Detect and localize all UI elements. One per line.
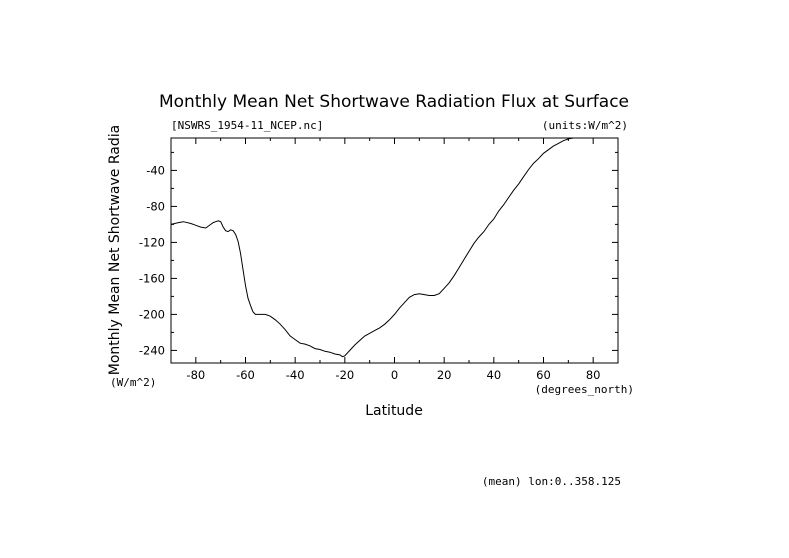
y-units-label: (W/m^2) — [110, 376, 156, 389]
plot-frame — [170, 137, 619, 364]
x-tick-label: -40 — [286, 368, 305, 382]
units-label: (units:W/m^2) — [542, 119, 628, 132]
x-tick-label: -60 — [236, 368, 255, 382]
y-tick-label: -80 — [146, 199, 165, 213]
y-tick-label: -160 — [139, 271, 165, 285]
x-units-label: (degrees_north) — [535, 383, 634, 396]
axis-ticks — [170, 138, 619, 363]
footnote: (mean) lon:0..358.125 — [482, 475, 621, 488]
series-line — [170, 137, 579, 358]
y-tick-label: -40 — [146, 163, 165, 177]
y-tick-label: -240 — [139, 343, 165, 357]
chart-title: Monthly Mean Net Shortwave Radiation Flu… — [159, 92, 629, 112]
dataset-label: [NSWRS_1954-11_NCEP.nc] — [171, 119, 323, 132]
x-tick-label: -80 — [186, 368, 205, 382]
y-axis-label: Monthly Mean Net Shortwave Radia — [107, 125, 123, 375]
x-tick-label: 60 — [536, 368, 551, 382]
axis-tick-labels: -80 -60 -40 -20 0 20 40 60 80-40-80-120-160-200-… — [139, 163, 601, 382]
x-tick-label: 20 — [437, 368, 452, 382]
x-tick-label: 40 — [487, 368, 502, 382]
x-tick-label: -20 — [335, 368, 354, 382]
x-tick-label: 0 — [391, 368, 398, 382]
x-tick-label: 80 — [586, 368, 601, 382]
y-tick-label: -200 — [139, 307, 165, 321]
x-axis-label: Latitude — [365, 403, 423, 419]
y-tick-label: -120 — [139, 235, 165, 249]
